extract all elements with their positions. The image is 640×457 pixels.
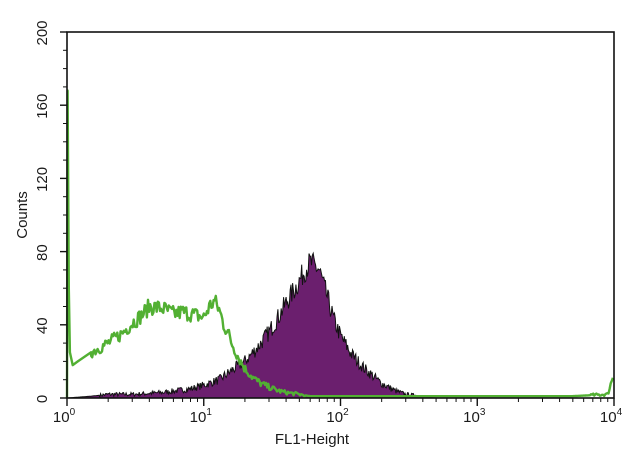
y-tick-label: 40: [34, 317, 51, 334]
y-tick-label: 80: [34, 244, 51, 261]
y-tick-label: 120: [34, 167, 51, 192]
x-tick-label: 100: [53, 407, 76, 426]
y-tick-label: 200: [34, 20, 51, 45]
y-tick-label: 160: [34, 94, 51, 119]
x-tick-label: 104: [600, 407, 623, 426]
series-filled-histogram: [66, 251, 614, 399]
x-tick-label: 101: [190, 407, 213, 426]
series-line-histogram: [65, 89, 615, 399]
y-tick-label: 0: [34, 395, 51, 403]
x-axis-label: FL1-Height: [275, 431, 350, 448]
x-tick-label: 102: [326, 407, 349, 426]
axis-ticks: 100 101 102 103 104 0 40 80 120 160 200: [34, 20, 623, 426]
x-tick-label: 103: [463, 407, 486, 426]
y-axis-label: Counts: [14, 191, 31, 239]
plot-marks: [65, 89, 615, 399]
